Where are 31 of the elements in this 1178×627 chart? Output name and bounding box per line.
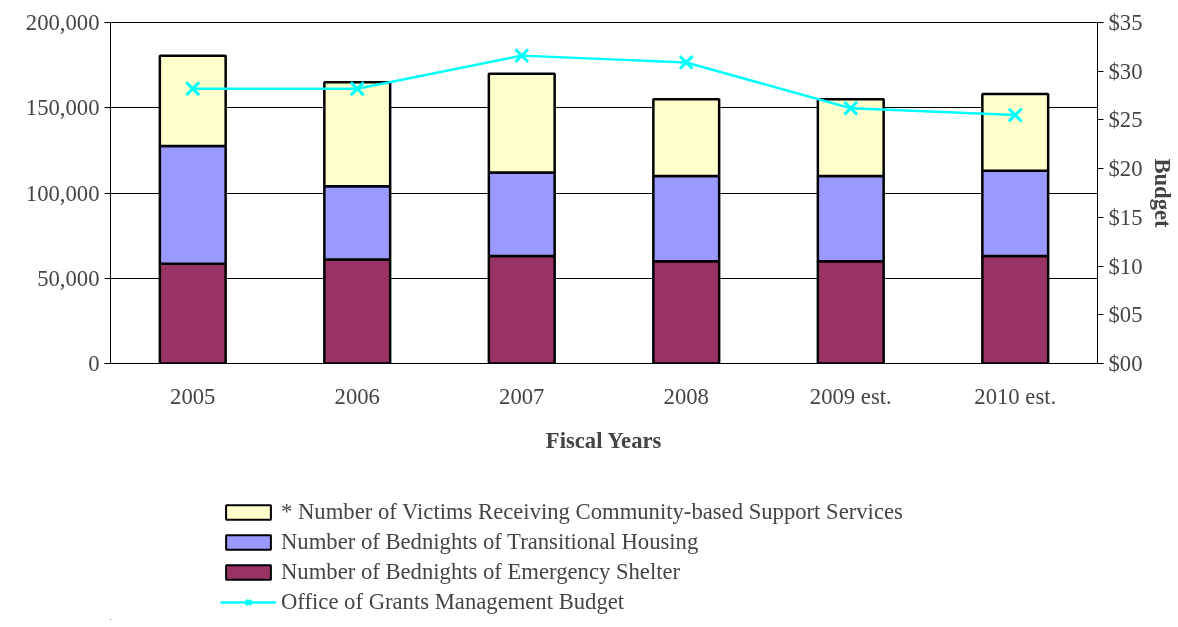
point [349, 80, 366, 97]
y-tick-label: 0 [88, 351, 100, 376]
legend-label: * Number of Victims Receiving Community-based Support Services [281, 499, 903, 525]
y2-tick-label: $35 [1108, 10, 1143, 35]
y2-axis-title: Budget [1150, 158, 1176, 229]
y2-tick-label: $15 [1108, 204, 1143, 230]
x-axis-title: Fiscal Years [545, 427, 662, 453]
x-tick-label: 2005 [170, 383, 216, 409]
x-tick-label: 2006 [334, 383, 380, 409]
y2-tick-label: $30 [1108, 58, 1143, 84]
y2-tick-label: $10 [1108, 253, 1143, 279]
y2-tick-label: $20 [1108, 156, 1143, 182]
legend-label: Number of Bednights of Emergency Shelter [281, 559, 681, 585]
y-tick-label: 150,000 [25, 95, 100, 121]
y-tick-label: 100,000 [25, 180, 100, 206]
point [1007, 107, 1024, 123]
x-tick-label: 2009 est. [809, 383, 892, 409]
y2-tick-label: $25 [1108, 107, 1143, 133]
point [184, 80, 201, 97]
point [842, 100, 859, 117]
point [513, 47, 530, 64]
y2-tick-label: $05 [1108, 302, 1143, 328]
legend-label: Number of Bednights of Transitional Housing [281, 529, 699, 555]
point [678, 54, 695, 71]
legend-label: Office of Grants Management Budget [281, 589, 625, 615]
x-tick-label: 2007 [499, 383, 545, 409]
y-tick-label: 50,000 [37, 265, 100, 291]
x-tick-label: 2008 [663, 383, 709, 409]
y-tick-label: 200,000 [25, 10, 100, 35]
y2-tick-label: $00 [1108, 351, 1143, 376]
x-tick-label: 2010 est. [974, 383, 1057, 409]
